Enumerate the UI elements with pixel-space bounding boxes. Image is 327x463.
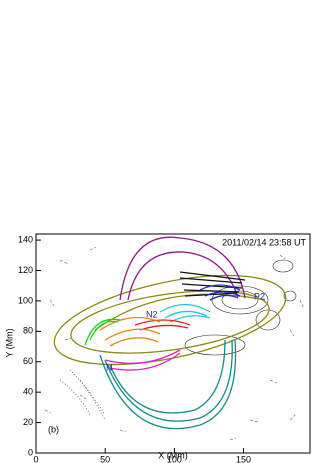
p2-label: P2 — [254, 291, 265, 301]
y-tick-label: 20 — [23, 417, 33, 427]
y-tick-label: 60 — [23, 356, 33, 366]
y-tick-label: 120 — [18, 265, 33, 275]
x-axis-label: X (Mm) — [158, 450, 188, 460]
y-tick-label: 40 — [23, 387, 33, 397]
field-lines — [44, 236, 304, 441]
x-tick-label: 50 — [100, 454, 110, 463]
n-label: N — [106, 362, 113, 372]
x-tick-label: 100 — [167, 454, 182, 463]
panel-label: (b) — [48, 424, 59, 434]
y-tick-label: 100 — [18, 295, 33, 305]
time-label: 2011/02/14 23:58 UT — [222, 237, 306, 247]
y-tick-label: 140 — [18, 234, 33, 244]
x-tick-label: 0 — [33, 454, 38, 463]
y-tick-label: 0 — [28, 447, 33, 457]
plot-frame — [35, 233, 311, 454]
x-tick-label: 150 — [236, 454, 251, 463]
y-tick-label: 80 — [23, 326, 33, 336]
y-axis-label: Y (Mm) — [4, 328, 14, 357]
n2-label: N2 — [146, 309, 158, 319]
